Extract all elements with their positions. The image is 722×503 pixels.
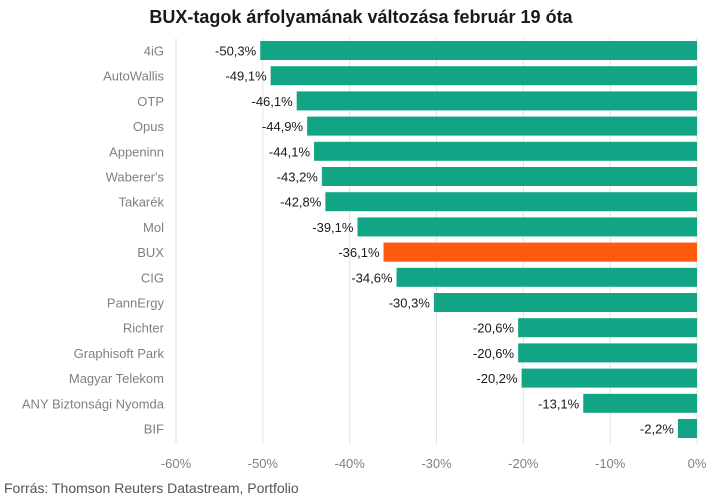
category-label: 4iG [144, 44, 164, 59]
bar [325, 192, 697, 212]
x-tick-label: -40% [334, 456, 365, 471]
x-tick-label: -50% [248, 456, 279, 471]
bar [677, 419, 697, 438]
bar [321, 167, 697, 186]
category-label: BIF [144, 422, 164, 437]
data-label: -30,3% [389, 296, 431, 311]
data-label: -44,1% [269, 144, 311, 159]
bar [518, 318, 697, 338]
category-label: Richter [123, 321, 165, 336]
x-tick-label: -10% [595, 456, 626, 471]
x-tick-label: -20% [508, 456, 539, 471]
bar [521, 368, 697, 388]
bar [583, 393, 697, 413]
bar [260, 41, 697, 60]
category-label: Magyar Telekom [69, 371, 164, 386]
category-label: Opus [133, 119, 165, 134]
data-label: -36,1% [338, 245, 380, 260]
data-label: -20,2% [476, 371, 518, 386]
category-label: OTP [137, 94, 164, 109]
category-label: Takarék [118, 195, 164, 210]
source-note: Forrás: Thomson Reuters Datastream, Port… [4, 480, 299, 496]
data-label: -20,6% [473, 346, 515, 361]
category-label: Mol [143, 220, 164, 235]
bar [270, 66, 697, 86]
data-label: -50,3% [215, 44, 257, 59]
data-label: -46,1% [251, 94, 293, 109]
data-label: -34,6% [351, 270, 393, 285]
category-label: Appeninn [109, 144, 164, 159]
category-label: BUX [137, 245, 164, 260]
x-tick-label: -30% [421, 456, 452, 471]
data-label: -13,1% [538, 396, 580, 411]
data-label: -39,1% [312, 220, 354, 235]
bar [307, 116, 697, 136]
x-tick-label: 0% [688, 456, 707, 471]
category-label: AutoWallis [103, 69, 164, 84]
data-label: -2,2% [640, 422, 674, 437]
category-label: PannErgy [107, 296, 165, 311]
chart-title: BUX-tagok árfolyamának változása február… [149, 7, 573, 27]
data-label: -20,6% [473, 321, 515, 336]
data-label: -44,9% [262, 119, 304, 134]
data-label: -42,8% [280, 195, 322, 210]
bar [396, 267, 697, 287]
category-label: CIG [141, 270, 164, 285]
bar-highlight [383, 242, 697, 262]
category-label: Waberer's [106, 170, 165, 185]
bar [518, 343, 697, 363]
data-label: -43,2% [277, 170, 319, 185]
bar [357, 217, 697, 237]
category-label: ANY Biztonsági Nyomda [22, 396, 165, 411]
bar [314, 141, 697, 161]
data-label: -49,1% [225, 69, 267, 84]
category-label: Graphisoft Park [74, 346, 165, 361]
x-tick-label: -60% [161, 456, 192, 471]
bar [433, 293, 697, 312]
bar [296, 91, 697, 111]
